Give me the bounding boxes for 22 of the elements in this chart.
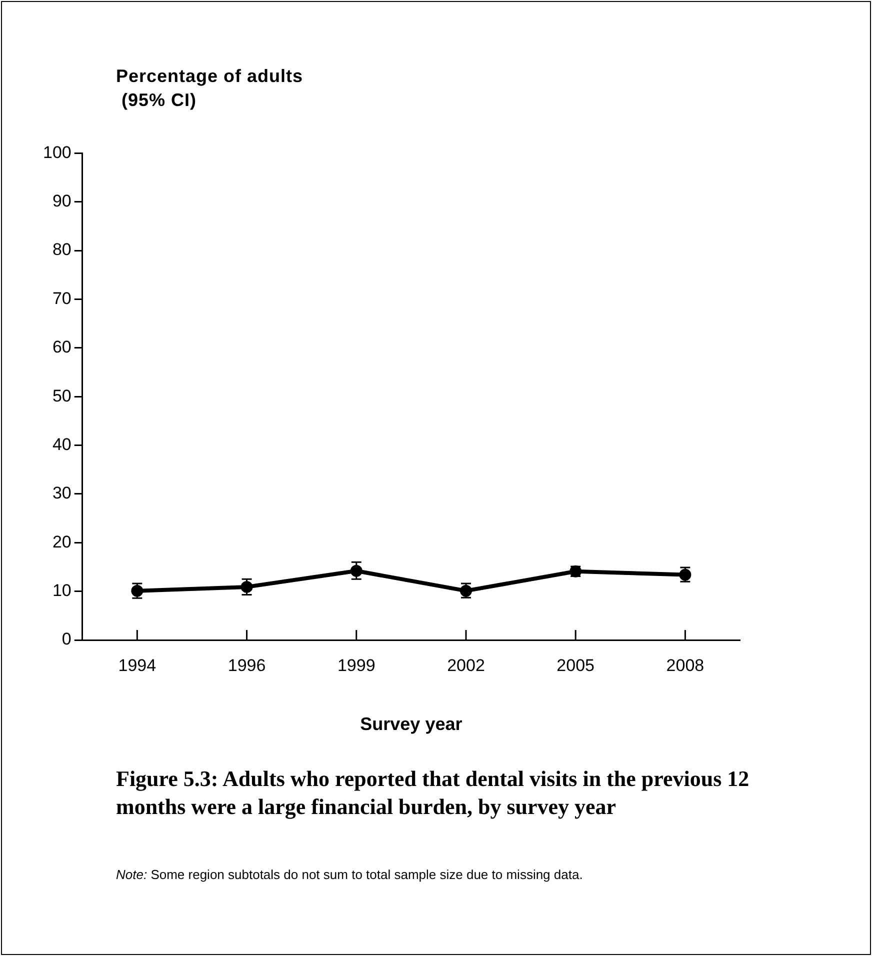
x-tick-label: 2005 [556, 656, 595, 675]
y-tick-label: 50 [52, 386, 72, 406]
x-tick-label: 1994 [118, 656, 156, 675]
x-tick-label: 2002 [447, 656, 485, 675]
y-tick-label: 40 [52, 434, 72, 454]
y-tick-label: 60 [52, 338, 72, 357]
y-tick-label: 30 [52, 484, 72, 503]
text: Note: Some region subtotals do not sum to total sample size due to missing data. [116, 867, 583, 882]
x-axis-title: Survey year [360, 714, 462, 734]
y-axis-title: Percentage of adults (95% CI) [116, 65, 304, 112]
y-tick-label: 0 [62, 630, 72, 649]
y-tick-label: 100 [42, 142, 72, 162]
y-tick-label: 80 [52, 240, 72, 260]
y-tick-label: 90 [52, 192, 72, 211]
y-tick-label: 10 [52, 581, 72, 600]
x-tick-label: 1996 [228, 656, 266, 675]
x-tick-label: 2008 [666, 656, 704, 675]
text: Figure 5.3: Adults who reported that dental visits in the previous 12 months were a large financial burden, by survey year [116, 765, 750, 821]
point [350, 564, 362, 577]
y-tick-label: 70 [52, 288, 72, 308]
y-tick-label: 20 [52, 532, 72, 552]
x-tick-label: 1999 [337, 656, 376, 675]
